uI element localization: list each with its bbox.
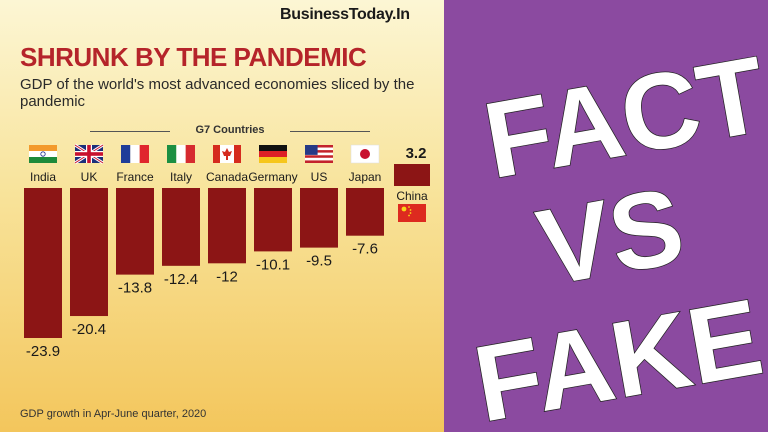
- bar-uk: [70, 188, 108, 317]
- group-label-text: G7 Countries: [195, 124, 265, 136]
- category-label-uk: UK: [81, 170, 98, 184]
- china-flag-icon: [398, 204, 426, 222]
- bar-china: [394, 164, 430, 186]
- category-label-germany: Germany: [248, 170, 297, 184]
- bar-us: [300, 188, 338, 248]
- value-label-canada: -12: [216, 268, 238, 285]
- group-rule-right: [290, 131, 370, 132]
- group-rule-left: [90, 131, 170, 132]
- italy-flag-icon: [167, 145, 195, 163]
- canada-flag-icon: [213, 145, 241, 163]
- fact-vs-fake-panel: FACT VS FAKE: [444, 0, 768, 432]
- bar-japan: [346, 188, 384, 236]
- value-label-china: 3.2: [406, 145, 427, 162]
- bar-india: [24, 188, 62, 338]
- india-flag-icon: [29, 145, 57, 163]
- brand-logo: BusinessToday.In: [280, 6, 410, 23]
- france-flag-icon: [121, 145, 149, 163]
- category-label-japan: Japan: [349, 170, 382, 184]
- category-label-india: India: [30, 170, 56, 184]
- g7-group-label: G7 Countries: [90, 124, 370, 136]
- value-label-france: -13.8: [118, 280, 152, 297]
- value-label-uk: -20.4: [72, 321, 106, 338]
- value-label-italy: -12.4: [164, 271, 198, 288]
- uk-flag-icon: [74, 143, 104, 165]
- bar-germany: [254, 188, 292, 252]
- fact-vs-fake-graphic: FACT VS FAKE: [465, 32, 768, 432]
- value-label-japan: -7.6: [352, 241, 378, 258]
- chart-title: SHRUNK BY THE PANDEMIC: [20, 42, 367, 72]
- bar-canada: [208, 188, 246, 264]
- value-label-germany: -10.1: [256, 256, 290, 273]
- overlay-line-vs: VS: [529, 164, 692, 308]
- category-label-china: China: [396, 189, 428, 203]
- japan-flag-icon: [350, 144, 380, 164]
- bar-italy: [162, 188, 200, 266]
- chart-footnote: GDP growth in Apr-June quarter, 2020: [20, 408, 207, 420]
- us-flag-icon: [305, 145, 333, 163]
- germany-flag-icon: [259, 145, 287, 163]
- value-label-us: -9.5: [306, 253, 332, 270]
- overlay-line-fake: FAKE: [466, 275, 768, 432]
- category-label-canada: Canada: [206, 170, 248, 184]
- category-label-france: France: [116, 170, 154, 184]
- gdp-bar-chart: India -23.9 UK -20.4 France -13.8 Italy -12.4 Ca…: [24, 143, 430, 360]
- category-label-us: US: [311, 170, 328, 184]
- infographic-panel: BusinessToday.In SHRUNK BY THE PANDEMIC …: [0, 0, 444, 432]
- bar-france: [116, 188, 154, 275]
- category-label-italy: Italy: [170, 170, 192, 184]
- chart-subtitle: GDP of the world's most advanced economi…: [20, 76, 415, 110]
- value-label-india: -23.9: [26, 343, 60, 360]
